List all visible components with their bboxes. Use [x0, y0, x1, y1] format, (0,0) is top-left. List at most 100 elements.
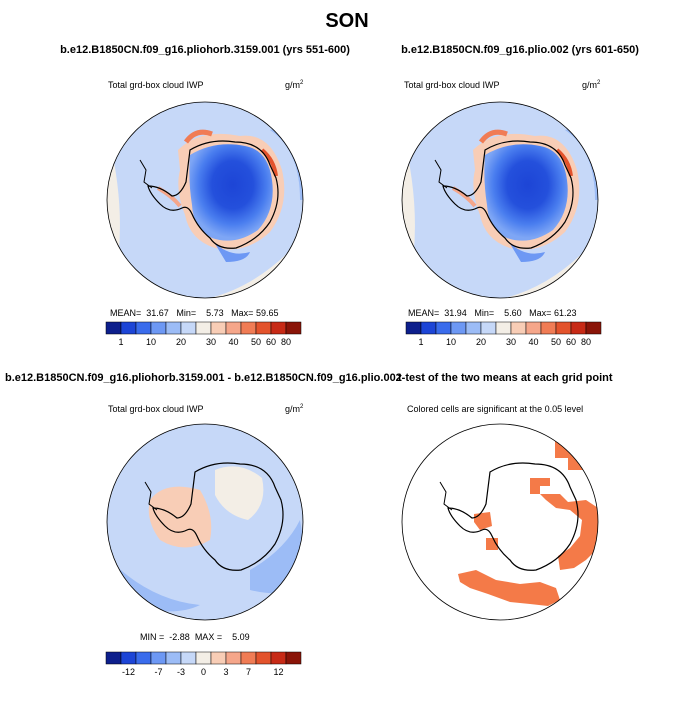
- colorbar-cell: [555, 321, 572, 335]
- colorbar-tick-label: 40: [228, 337, 238, 347]
- colorbar-tick-label: 80: [281, 337, 291, 347]
- colorbar-cell: [165, 321, 182, 335]
- p2-coast-high: [478, 129, 508, 144]
- colorbar-tick-label: 50: [551, 337, 561, 347]
- colorbar-cell: [285, 321, 302, 335]
- colorbar-cell: [495, 321, 512, 335]
- colorbar-cell: [510, 321, 527, 335]
- colorbar-tick-label: -7: [154, 667, 162, 677]
- colorbar-cell: [420, 321, 437, 335]
- panel3-stats: MIN = -2.88 MAX = 5.09: [140, 632, 250, 642]
- p2-ross-low: [509, 242, 545, 262]
- colorbar-tick-label: 60: [566, 337, 576, 347]
- p1-ice-core: [189, 144, 273, 241]
- colorbar-tick-label: 7: [246, 667, 251, 677]
- colorbar-cell: [405, 321, 422, 335]
- colorbar-tick-label: 12: [273, 667, 283, 677]
- panel2-units: g/m2: [582, 80, 601, 90]
- p4-sig-west: [474, 512, 492, 530]
- p1-coast-high: [183, 129, 213, 144]
- p2-coastline: [442, 140, 574, 249]
- panel2-variable: Total grd-box cloud IWP: [404, 80, 500, 90]
- colorbar-tick-label: -3: [177, 667, 185, 677]
- colorbar-cell: [225, 651, 242, 665]
- colorbar-cell: [240, 651, 257, 665]
- p3-south-america: [144, 481, 158, 511]
- p4-sig-e1: [530, 478, 550, 494]
- panel2-stats: MEAN= 31.94 Min= 5.60 Max= 61.23: [408, 308, 577, 318]
- colorbar-tick-label: 80: [581, 337, 591, 347]
- colorbar-cell: [210, 321, 227, 335]
- colorbar-tick-label: 50: [251, 337, 261, 347]
- p2-peninsula-high: [452, 186, 477, 208]
- p1-coastline: [147, 140, 279, 249]
- colorbar-cell: [240, 321, 257, 335]
- figure-title: SON: [325, 10, 369, 32]
- p2-map-border: [401, 101, 599, 299]
- p4-sig-south: [458, 570, 560, 606]
- colorbar-tick-label: 40: [528, 337, 538, 347]
- colorbar-tick-label: 1: [418, 337, 423, 347]
- colorbar-tick-label: 0: [201, 667, 206, 677]
- panel2-map: [401, 101, 599, 299]
- panel3-header: b.e12.B1850CN.f09_g16.pliohorb.3159.001 …: [5, 372, 402, 384]
- colorbar-tick-label: 10: [446, 337, 456, 347]
- panel3-colorbar: -12 -7 -3 0 3 7 12: [105, 651, 302, 677]
- colorbar-cell: [195, 321, 212, 335]
- colorbar-cell: [285, 651, 302, 665]
- colorbar-cell: [180, 651, 197, 665]
- colorbar-cell: [255, 651, 272, 665]
- colorbar-cell: [150, 321, 167, 335]
- p3-map-border: [106, 423, 304, 621]
- colorbar-cell: [135, 651, 152, 665]
- p1-west-band: [107, 130, 120, 260]
- p2-south-america: [434, 159, 448, 189]
- colorbar-tick-label: 3: [223, 667, 228, 677]
- p2-ice-core: [484, 144, 568, 241]
- p4-map-border: [401, 423, 599, 621]
- p1-coast-high-2: [260, 148, 278, 177]
- panel1-map: [106, 101, 304, 299]
- p2-west-band: [402, 130, 415, 260]
- colorbar-cell: [585, 321, 602, 335]
- p3-neutral-patch: [215, 466, 264, 520]
- colorbar-cell: [120, 321, 137, 335]
- p4-sig-east: [540, 494, 598, 570]
- p2-coast-high-2: [555, 148, 573, 177]
- colorbar-tick-label: 10: [146, 337, 156, 347]
- colorbar-cell: [135, 321, 152, 335]
- colorbar-cell: [435, 321, 452, 335]
- p3-coastline: [152, 462, 284, 571]
- colorbar-tick-label: 60: [266, 337, 276, 347]
- panel4-note: Colored cells are significant at the 0.0…: [407, 404, 584, 414]
- colorbar-cell: [570, 321, 587, 335]
- colorbar-cell: [540, 321, 557, 335]
- colorbar-tick-label: 20: [176, 337, 186, 347]
- colorbar-cell: [210, 651, 227, 665]
- panel1-stats: MEAN= 31.67 Min= 5.73 Max= 59.65: [110, 308, 279, 318]
- colorbar-tick-label: 1: [118, 337, 123, 347]
- panel1-header: b.e12.B1850CN.f09_g16.pliohorb.3159.001 …: [60, 44, 350, 56]
- colorbar-cell: [195, 651, 212, 665]
- colorbar-tick-label: 30: [506, 337, 516, 347]
- colorbar-tick-label: 30: [206, 337, 216, 347]
- p1-map-border: [106, 101, 304, 299]
- colorbar-tick-label: -12: [122, 667, 135, 677]
- colorbar-cell: [120, 651, 137, 665]
- colorbar-cell: [225, 321, 242, 335]
- colorbar-cell: [450, 321, 467, 335]
- colorbar-cell: [465, 321, 482, 335]
- p1-ross-low: [214, 242, 250, 262]
- colorbar-cell: [180, 321, 197, 335]
- panel3-units: g/m2: [285, 404, 304, 414]
- colorbar-cell: [525, 321, 542, 335]
- panel2-colorbar: 1 10 20 30 40 50 60 80: [405, 321, 602, 347]
- colorbar-cell: [165, 651, 182, 665]
- colorbar-cell: [150, 651, 167, 665]
- panel2-header: b.e12.B1850CN.f09_g16.plio.002 (yrs 601-…: [401, 44, 639, 56]
- colorbar-cell: [480, 321, 497, 335]
- colorbar-cell: [270, 651, 287, 665]
- colorbar-tick-label: 20: [476, 337, 486, 347]
- panel1-colorbar: 1 10 20 30 40 50 60 80: [105, 321, 302, 347]
